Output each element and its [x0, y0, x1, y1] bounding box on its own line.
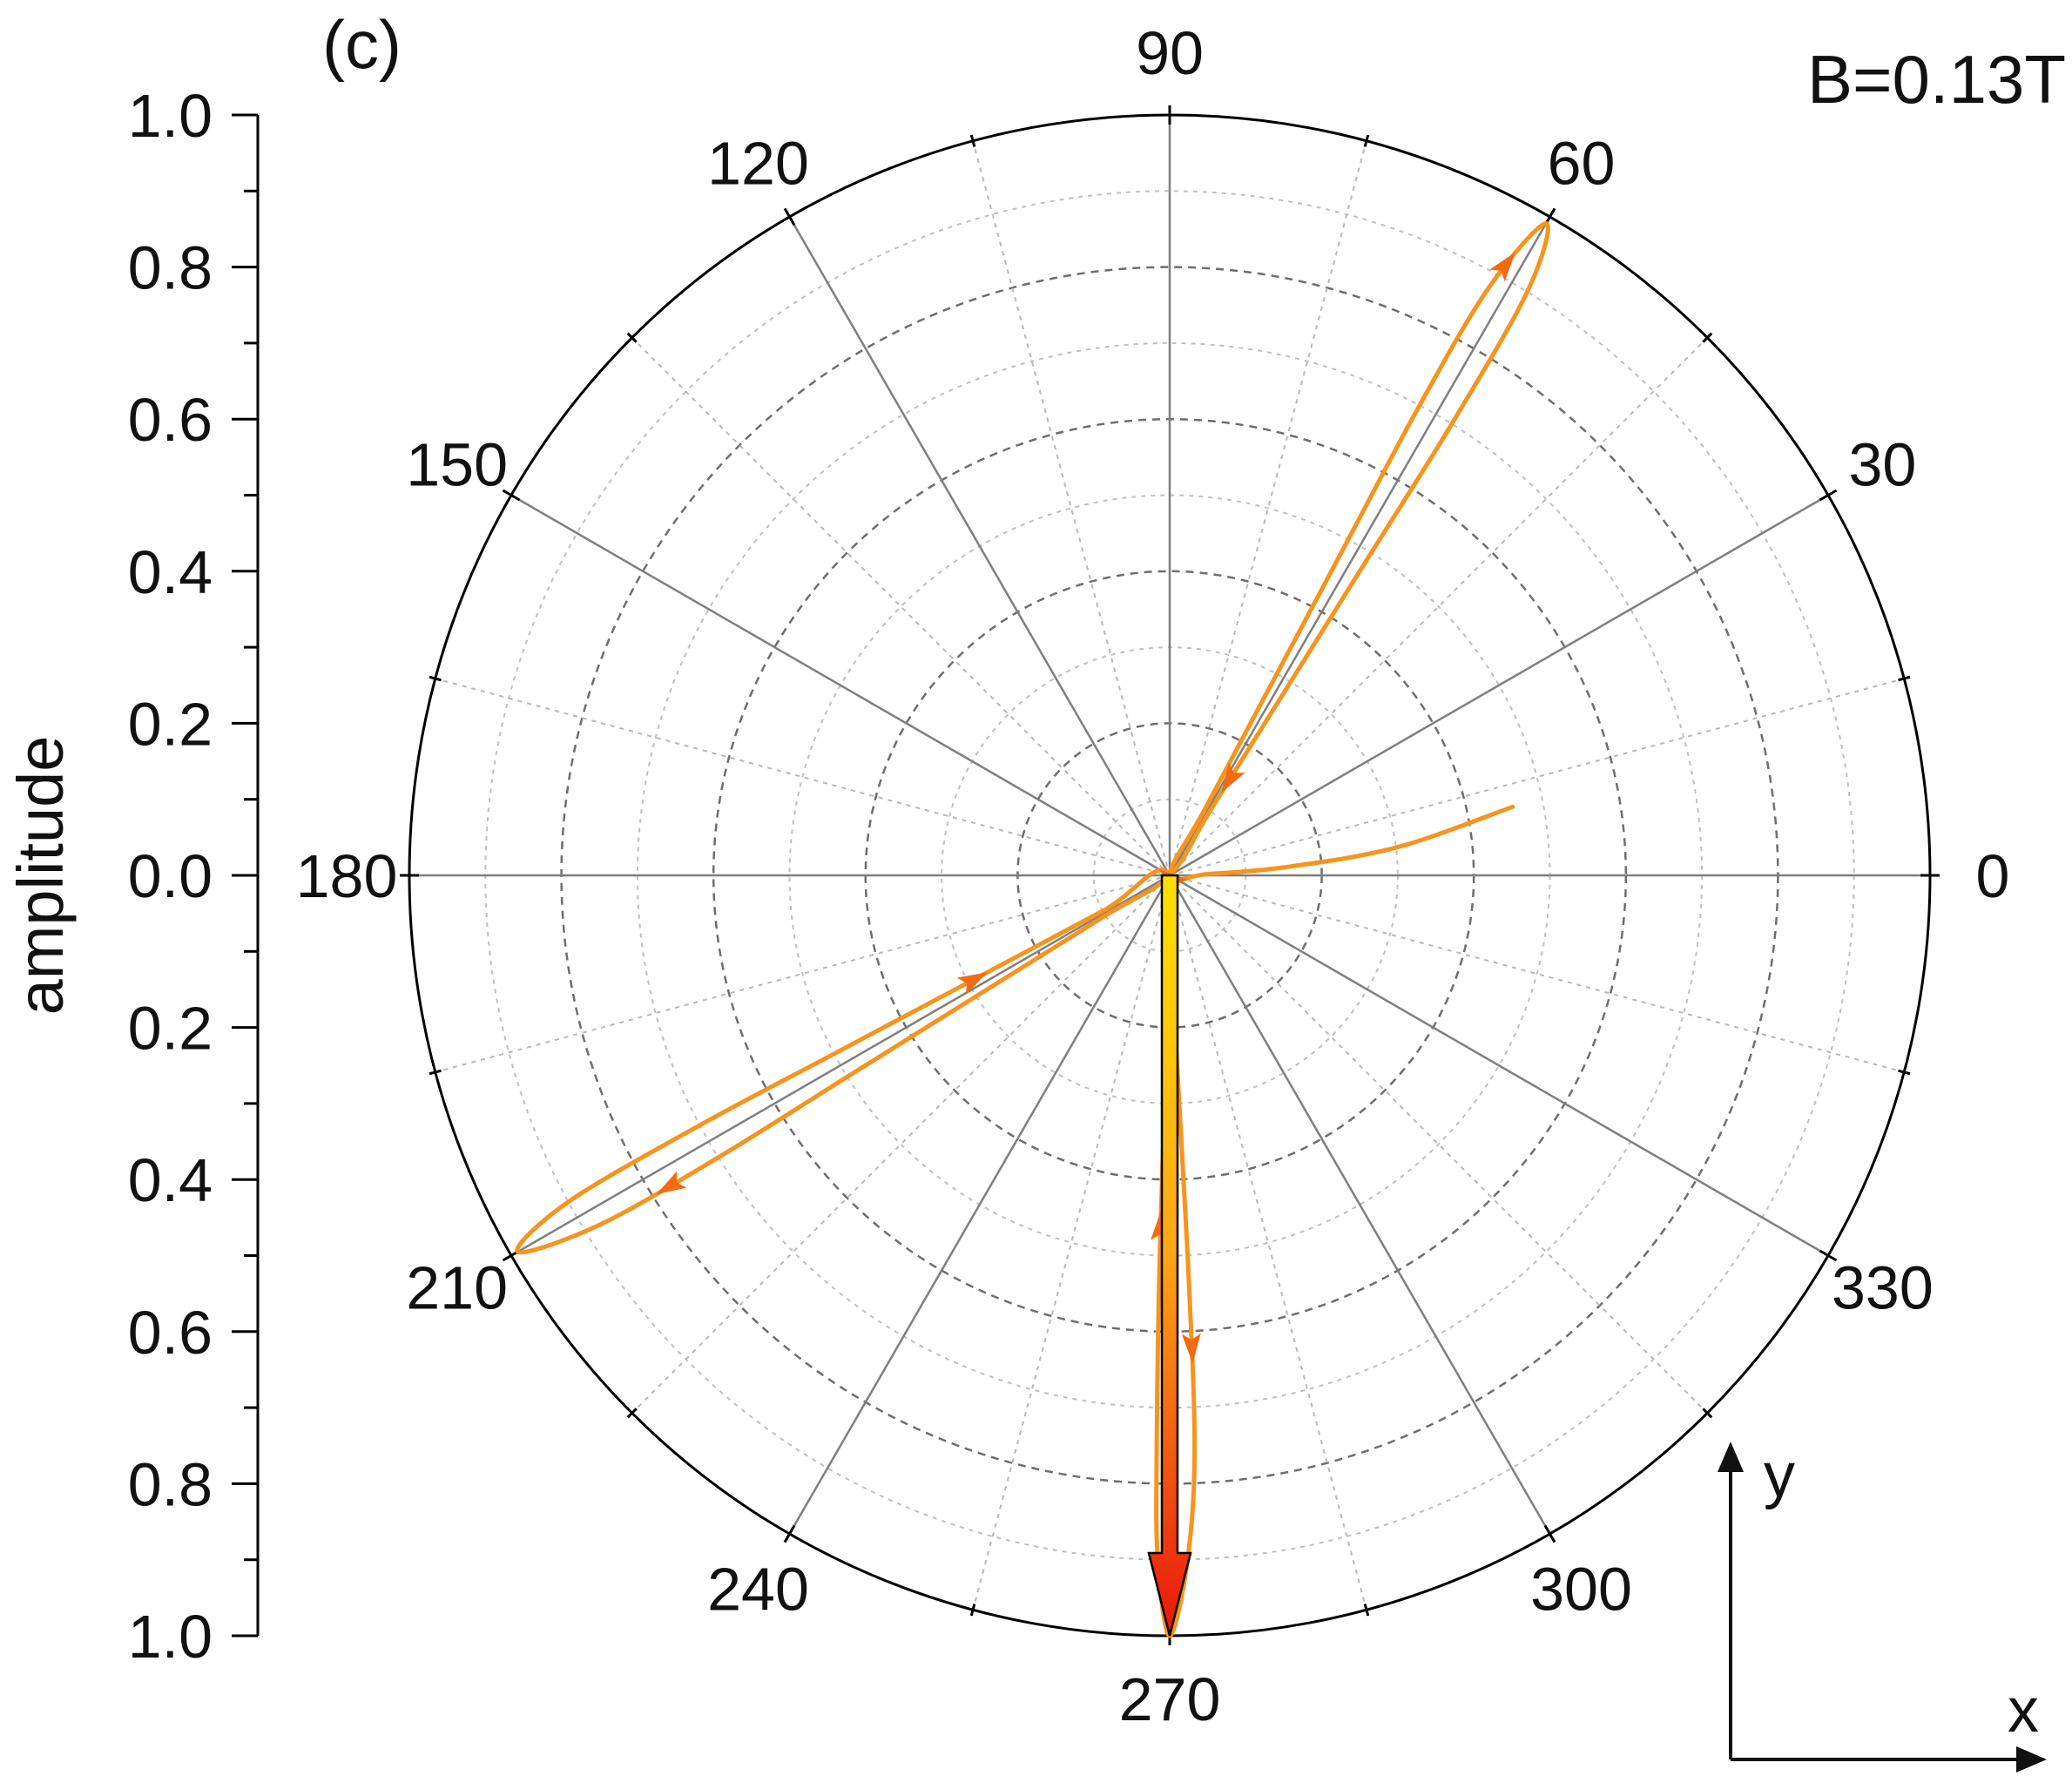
angle-label: 330: [1832, 1254, 1934, 1322]
radial-tick-label: 0.4: [128, 538, 213, 606]
angular-tick-labels: 0 30 60 90 120 150 180 210 240 270 300 330: [296, 19, 2010, 1733]
x-axis-label: x: [2008, 1676, 2039, 1746]
angle-tick: [783, 1524, 796, 1543]
major-spoke: [788, 216, 1171, 876]
minor-spoke: [972, 874, 1171, 1611]
angle-label: 270: [1119, 1665, 1221, 1733]
direction-arrowhead: [656, 1171, 687, 1195]
radial-tick-label: 0.0: [128, 842, 213, 910]
angle-label: 300: [1530, 1555, 1632, 1623]
direction-markers: [656, 252, 1515, 1364]
major-spoke: [510, 494, 1171, 877]
minor-spoke: [1169, 140, 1367, 876]
major-spoke: [1168, 874, 1551, 1535]
major-spoke: [1168, 216, 1551, 876]
major-spoke: [1169, 494, 1829, 877]
angle-tick: [502, 489, 521, 502]
coordinate-axes-icon: [1729, 1456, 2029, 1761]
angle-label: 180: [296, 842, 398, 910]
radial-axis: 1.0 0.8 0.6 0.4 0.2 0.0 0.2 0.4 0.6 0.8 1.0: [128, 82, 260, 1671]
major-spoke: [1169, 874, 1829, 1257]
radial-tick-label: 1.0: [128, 82, 213, 150]
angle-tick: [1363, 1604, 1370, 1617]
x-arrow-icon: [2016, 1746, 2047, 1773]
angle-label: 30: [1848, 431, 1916, 499]
angle-tick: [1702, 1408, 1713, 1419]
major-spoke: [510, 874, 1171, 1257]
major-spoke: [788, 874, 1171, 1535]
minor-spoke: [972, 140, 1171, 876]
radial-tick-label: 0.8: [128, 234, 213, 302]
angle-tick: [626, 1408, 638, 1419]
angle-label: 120: [707, 130, 809, 198]
angle-tick: [429, 1069, 442, 1076]
angle-label: 90: [1136, 19, 1204, 87]
angular-ticks: [400, 105, 1940, 1645]
angle-tick: [969, 1604, 976, 1617]
radial-tick-label: 0.2: [128, 995, 213, 1063]
trajectory-path: [515, 221, 1550, 1638]
radial-tick-label: 0.2: [128, 690, 213, 758]
minor-spoke: [631, 336, 1171, 876]
field-condition-label: B=0.13T: [1807, 41, 2066, 118]
radial-tick-label: 0.6: [128, 386, 213, 454]
minor-spoke: [435, 874, 1171, 1073]
angle-tick: [1898, 1069, 1911, 1076]
angle-label: 150: [406, 431, 508, 499]
angle-tick: [1363, 134, 1370, 147]
angle-tick: [1702, 332, 1713, 343]
radial-tick-label: 1.0: [128, 1603, 213, 1671]
coordinate-frame: y x: [1718, 1441, 2047, 1773]
angle-tick: [1819, 489, 1838, 502]
minor-spoke: [1169, 678, 1905, 876]
minor-spoke: [631, 874, 1171, 1415]
y-axis-label: y: [1764, 1441, 1795, 1510]
angle-tick: [969, 134, 976, 147]
radial-tick-label: 0.6: [128, 1299, 213, 1367]
direction-arrowhead: [1181, 1333, 1201, 1364]
angle-label: 0: [1976, 842, 2010, 910]
angle-label: 240: [707, 1555, 809, 1623]
y-arrow-icon: [1718, 1442, 1744, 1472]
radial-axis-title: amplitude: [4, 736, 77, 1016]
angle-label: 60: [1548, 130, 1616, 198]
direction-arrowhead: [1221, 762, 1245, 793]
direction-arrowhead: [956, 972, 988, 995]
angle-tick: [626, 332, 638, 343]
minor-spoke: [435, 678, 1171, 876]
angle-tick: [1819, 1249, 1838, 1262]
minor-spoke: [1169, 874, 1709, 1415]
minor-spoke: [1169, 874, 1905, 1073]
angle-label: 210: [406, 1254, 508, 1322]
angle-tick: [429, 675, 442, 682]
angle-tick: [783, 207, 796, 226]
angle-tick: [1898, 675, 1911, 682]
panel-label: (c): [322, 6, 402, 83]
minor-spoke: [1169, 874, 1367, 1611]
radial-tick-label: 0.8: [128, 1450, 213, 1518]
amplitude-vector: [1147, 874, 1192, 1637]
minor-spoke: [1169, 336, 1709, 876]
vector-arrow: [1147, 874, 1192, 1637]
direction-arrowhead: [1489, 252, 1515, 282]
angle-tick: [1543, 1524, 1556, 1543]
radial-tick-label: 0.4: [128, 1146, 213, 1214]
